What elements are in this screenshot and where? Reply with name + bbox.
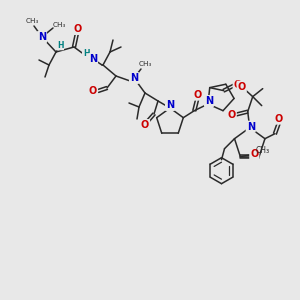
Text: CH₃: CH₃ [25,18,39,24]
Text: H: H [83,49,89,58]
Text: N: N [166,100,174,110]
Text: N: N [89,54,97,64]
Text: O: O [193,90,201,100]
Text: O: O [228,110,236,120]
Text: O: O [238,82,246,92]
Text: O: O [74,24,82,34]
Text: O: O [89,86,97,96]
Text: CH₃: CH₃ [52,22,66,28]
Text: N: N [205,96,213,106]
Text: O: O [275,114,283,124]
Text: CH₃: CH₃ [138,61,152,67]
Text: O: O [234,80,242,90]
Text: O: O [141,120,149,130]
Text: H: H [57,40,63,50]
Text: O: O [250,148,258,159]
Text: CH₃: CH₃ [255,146,269,155]
Text: N: N [247,122,255,132]
Text: N: N [130,73,138,83]
Text: N: N [38,32,46,42]
